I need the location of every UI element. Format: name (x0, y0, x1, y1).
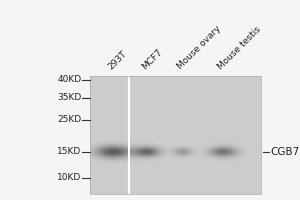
Text: 10KD: 10KD (57, 173, 82, 182)
Text: 15KD: 15KD (57, 148, 82, 156)
Text: 25KD: 25KD (58, 116, 82, 124)
Text: 40KD: 40KD (58, 75, 82, 84)
Text: MCF7: MCF7 (140, 47, 164, 71)
Text: 293T: 293T (106, 49, 128, 71)
Text: 35KD: 35KD (57, 94, 82, 102)
Text: CGB7: CGB7 (270, 147, 299, 157)
Bar (90, 76, 261, 194)
Text: Mouse testis: Mouse testis (216, 24, 263, 71)
Text: Mouse ovary: Mouse ovary (176, 24, 223, 71)
